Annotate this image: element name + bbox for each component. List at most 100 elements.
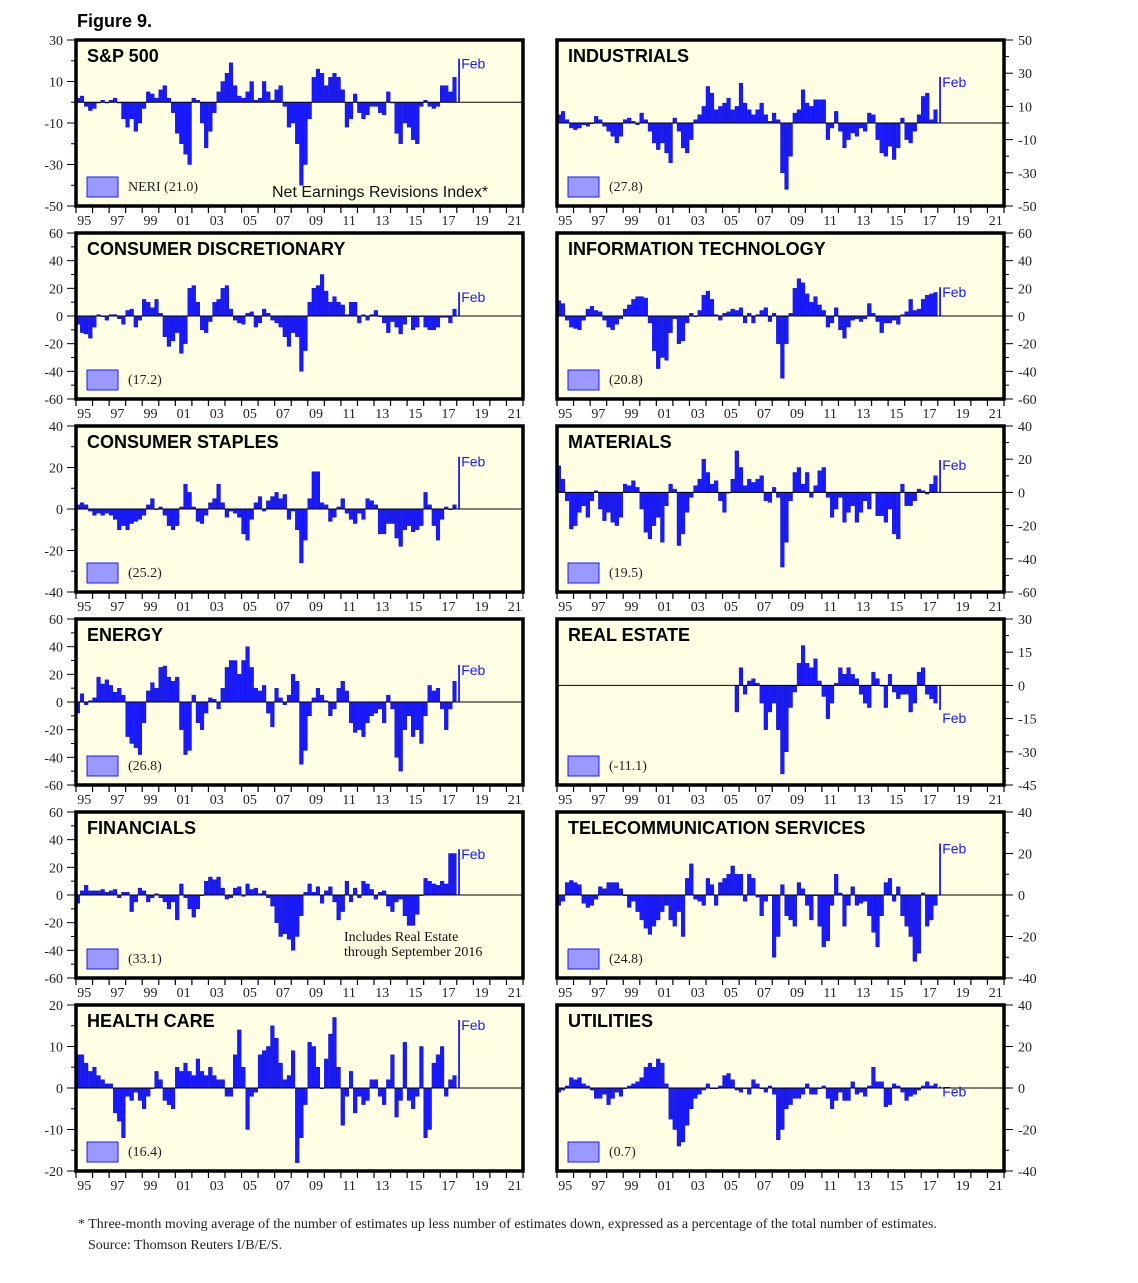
bar	[142, 890, 147, 896]
annotation: Includes Real Estate	[344, 930, 458, 945]
bar	[328, 301, 333, 317]
bar	[108, 1083, 114, 1089]
y-tick-label: -20	[1018, 520, 1037, 535]
bar	[560, 111, 566, 124]
bar	[166, 1087, 171, 1105]
y-tick-label: 20	[1018, 453, 1032, 468]
bar	[398, 315, 403, 335]
bar	[796, 467, 801, 493]
panel-title: REAL ESTATE	[568, 625, 690, 645]
bar	[353, 93, 358, 103]
bar	[262, 308, 267, 317]
bar	[369, 500, 374, 510]
bar	[212, 879, 217, 896]
bar	[565, 492, 570, 501]
x-tick-label: 99	[625, 407, 639, 422]
y-tick-label: -20	[1018, 931, 1037, 946]
bar	[747, 680, 752, 686]
bar	[133, 701, 138, 748]
bar	[212, 102, 217, 113]
bar	[100, 1079, 105, 1089]
bar	[747, 478, 752, 493]
bar	[763, 894, 768, 902]
bar	[241, 1067, 246, 1089]
y-tick-label: -40	[44, 365, 63, 380]
bar	[270, 701, 275, 728]
x-tick-label: 15	[889, 214, 903, 229]
bar	[610, 122, 615, 137]
bar	[805, 1083, 810, 1089]
bar	[108, 508, 114, 516]
bar	[170, 894, 176, 903]
bar	[900, 117, 905, 124]
bar	[253, 687, 258, 703]
bar-latest	[458, 849, 460, 895]
bar	[191, 894, 196, 918]
x-tick-label: 95	[558, 600, 572, 615]
x-tick-label: 07	[276, 986, 290, 1001]
bar	[709, 884, 715, 896]
bar	[925, 92, 930, 124]
x-tick-label: 09	[790, 214, 804, 229]
y-tick-label: -20	[1018, 338, 1037, 353]
bar	[772, 487, 777, 493]
bar	[788, 1087, 793, 1105]
bar	[589, 894, 595, 906]
x-tick-label: 19	[475, 214, 489, 229]
bar	[373, 504, 378, 510]
bar	[875, 678, 880, 686]
bar	[701, 894, 706, 906]
bar	[929, 894, 934, 921]
bar	[146, 301, 151, 317]
bar	[842, 315, 847, 339]
bar	[208, 876, 213, 896]
bar	[170, 315, 176, 342]
x-tick-label: 99	[144, 793, 158, 808]
bar	[295, 315, 300, 337]
bar	[348, 1071, 354, 1089]
bar	[668, 315, 673, 333]
bar	[394, 102, 399, 134]
bar	[776, 685, 781, 730]
bar	[668, 483, 673, 493]
bar	[166, 315, 171, 347]
bar	[208, 502, 213, 510]
bar	[129, 894, 134, 912]
legend-label: (17.2)	[128, 373, 162, 388]
bar	[838, 492, 843, 498]
bar	[361, 701, 366, 737]
bar	[324, 85, 329, 103]
latest-label: Feb	[942, 1084, 966, 1100]
bar	[726, 1073, 731, 1089]
bar	[278, 697, 283, 703]
x-tick-label: 11	[823, 214, 836, 229]
bar	[187, 894, 192, 910]
x-tick-label: 21	[508, 214, 522, 229]
bar	[286, 694, 292, 703]
bar	[390, 701, 395, 710]
bar	[162, 508, 167, 516]
bar	[96, 1075, 101, 1089]
x-tick-label: 99	[144, 986, 158, 1001]
bar	[709, 483, 715, 493]
bar	[743, 894, 748, 902]
bar	[369, 889, 374, 896]
bar	[614, 315, 619, 325]
bar	[594, 1087, 599, 1099]
bar	[208, 102, 213, 132]
bar	[565, 315, 570, 321]
x-tick-label: 11	[342, 793, 355, 808]
bar	[170, 1087, 176, 1109]
bar	[921, 299, 926, 317]
bar	[411, 701, 416, 737]
bar	[191, 285, 196, 317]
bar	[365, 102, 370, 115]
bar	[643, 297, 648, 317]
bar	[821, 467, 826, 493]
bar	[440, 85, 445, 103]
bar	[631, 894, 636, 902]
bar	[610, 315, 615, 331]
bar	[821, 99, 826, 124]
bar	[780, 122, 785, 173]
latest-label: Feb	[942, 710, 966, 726]
